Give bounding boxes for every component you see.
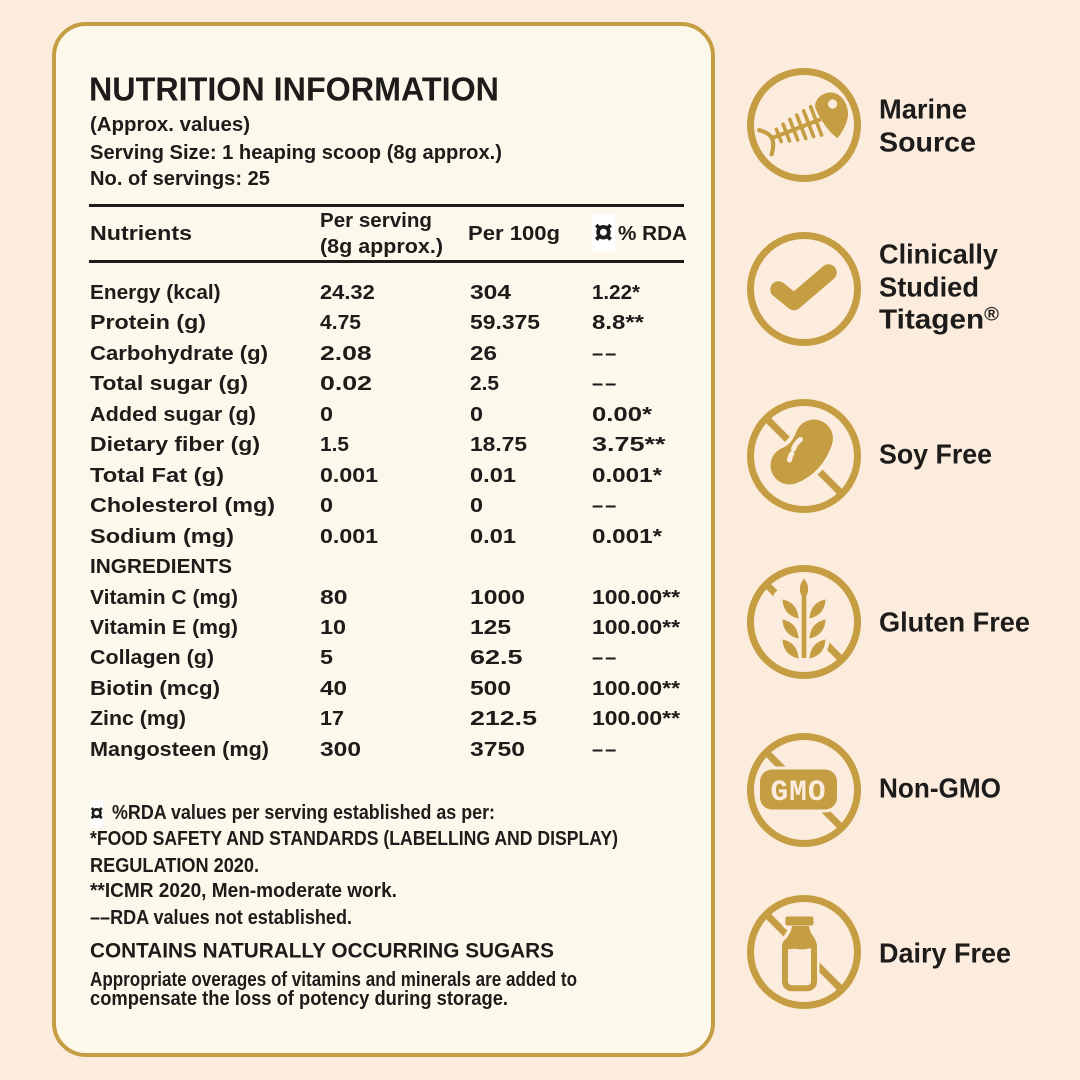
svg-text:GMO: GMO: [770, 775, 826, 809]
